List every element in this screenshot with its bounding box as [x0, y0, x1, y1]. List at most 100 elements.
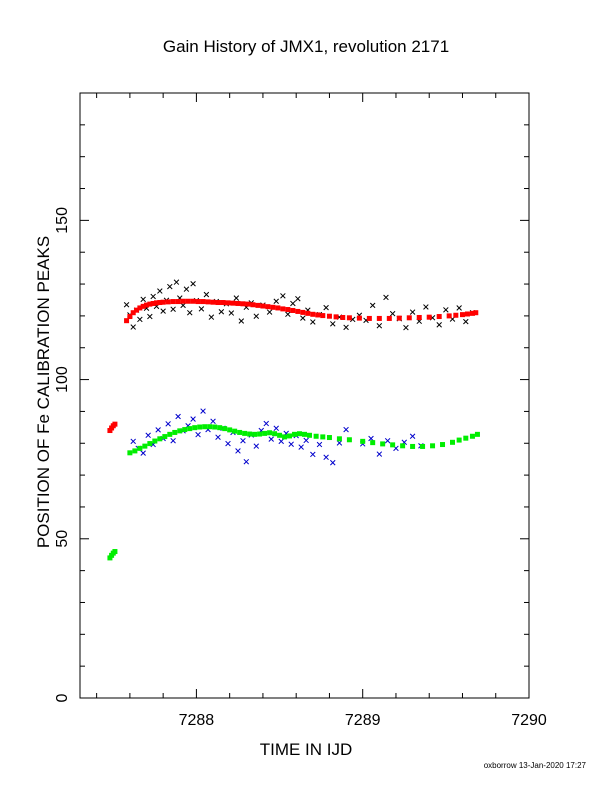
data-point	[333, 314, 339, 320]
data-point	[173, 279, 180, 285]
data-point	[469, 310, 475, 316]
data-point	[310, 311, 316, 317]
data-point	[195, 299, 201, 305]
data-point	[200, 299, 206, 305]
data-point	[112, 421, 118, 427]
data-point	[297, 431, 303, 437]
data-point	[323, 454, 329, 461]
data-point	[456, 437, 462, 443]
data-point	[217, 425, 223, 431]
data-point	[270, 304, 276, 310]
data-point	[130, 310, 136, 316]
data-point	[227, 427, 233, 433]
data-point	[280, 306, 286, 312]
data-point	[172, 429, 178, 435]
data-point	[265, 304, 271, 310]
data-point	[464, 311, 470, 317]
data-point	[165, 421, 171, 427]
data-marks	[107, 279, 480, 561]
data-point	[336, 440, 343, 446]
data-point	[305, 310, 311, 316]
data-point	[330, 459, 336, 466]
data-point	[369, 302, 376, 309]
data-point	[360, 438, 366, 444]
data-point	[275, 305, 281, 311]
data-point	[247, 431, 253, 437]
data-point	[459, 312, 465, 318]
data-point	[210, 418, 216, 425]
series-3	[107, 424, 480, 561]
data-point	[303, 437, 309, 444]
data-point	[225, 300, 231, 306]
data-point	[153, 300, 159, 306]
data-point	[257, 431, 263, 437]
x-tick-label: 7290	[511, 712, 547, 729]
data-point	[326, 313, 332, 319]
data-point	[215, 434, 221, 440]
data-point	[292, 431, 298, 437]
y-tick-label: 150	[54, 207, 71, 234]
data-point	[235, 448, 241, 454]
data-point	[240, 301, 246, 307]
series-1	[107, 298, 479, 434]
data-point	[420, 443, 426, 449]
data-point	[343, 324, 349, 331]
y-tick-label: 50	[54, 530, 71, 548]
data-point	[389, 310, 396, 317]
data-point	[267, 430, 273, 436]
data-point	[170, 306, 176, 312]
data-point	[218, 309, 225, 315]
data-point	[165, 299, 171, 305]
axis-tick-labels: 7288 7289 7290 0 50 100 150	[54, 207, 547, 729]
series-0	[123, 279, 476, 331]
data-point	[323, 304, 329, 311]
data-point	[282, 434, 288, 440]
data-point	[366, 315, 372, 321]
data-point	[469, 433, 475, 439]
data-point	[182, 427, 188, 433]
data-point	[285, 311, 291, 318]
data-point	[272, 431, 278, 437]
data-point	[396, 315, 402, 321]
data-point	[225, 440, 231, 447]
data-point	[253, 313, 260, 319]
data-point	[390, 442, 396, 448]
data-point	[474, 431, 480, 437]
data-point	[240, 437, 246, 444]
data-point	[197, 424, 203, 430]
data-point	[384, 437, 391, 444]
data-point	[277, 432, 283, 438]
data-point	[207, 424, 213, 430]
data-point	[320, 313, 326, 319]
data-point	[383, 294, 389, 301]
data-point	[170, 299, 176, 305]
data-point	[130, 324, 136, 330]
data-point	[446, 313, 452, 319]
data-point	[132, 448, 138, 454]
data-point	[235, 300, 241, 306]
data-point	[268, 436, 274, 442]
data-point	[220, 300, 226, 306]
data-point	[137, 445, 143, 451]
data-point	[336, 436, 342, 442]
data-point	[155, 427, 161, 433]
data-point	[243, 458, 250, 465]
data-point	[473, 310, 479, 316]
data-point	[409, 309, 416, 315]
data-point	[190, 416, 196, 422]
data-point	[107, 555, 113, 561]
data-point	[250, 302, 256, 308]
data-point	[242, 430, 248, 436]
data-point	[192, 425, 198, 431]
data-point	[180, 302, 186, 309]
data-point	[200, 408, 206, 414]
data-point	[315, 312, 321, 318]
data-point	[145, 432, 151, 439]
data-point	[386, 315, 392, 321]
data-point	[370, 440, 376, 446]
data-point	[288, 441, 294, 447]
data-point	[228, 310, 235, 316]
data-point	[273, 425, 279, 432]
data-point	[157, 288, 163, 294]
